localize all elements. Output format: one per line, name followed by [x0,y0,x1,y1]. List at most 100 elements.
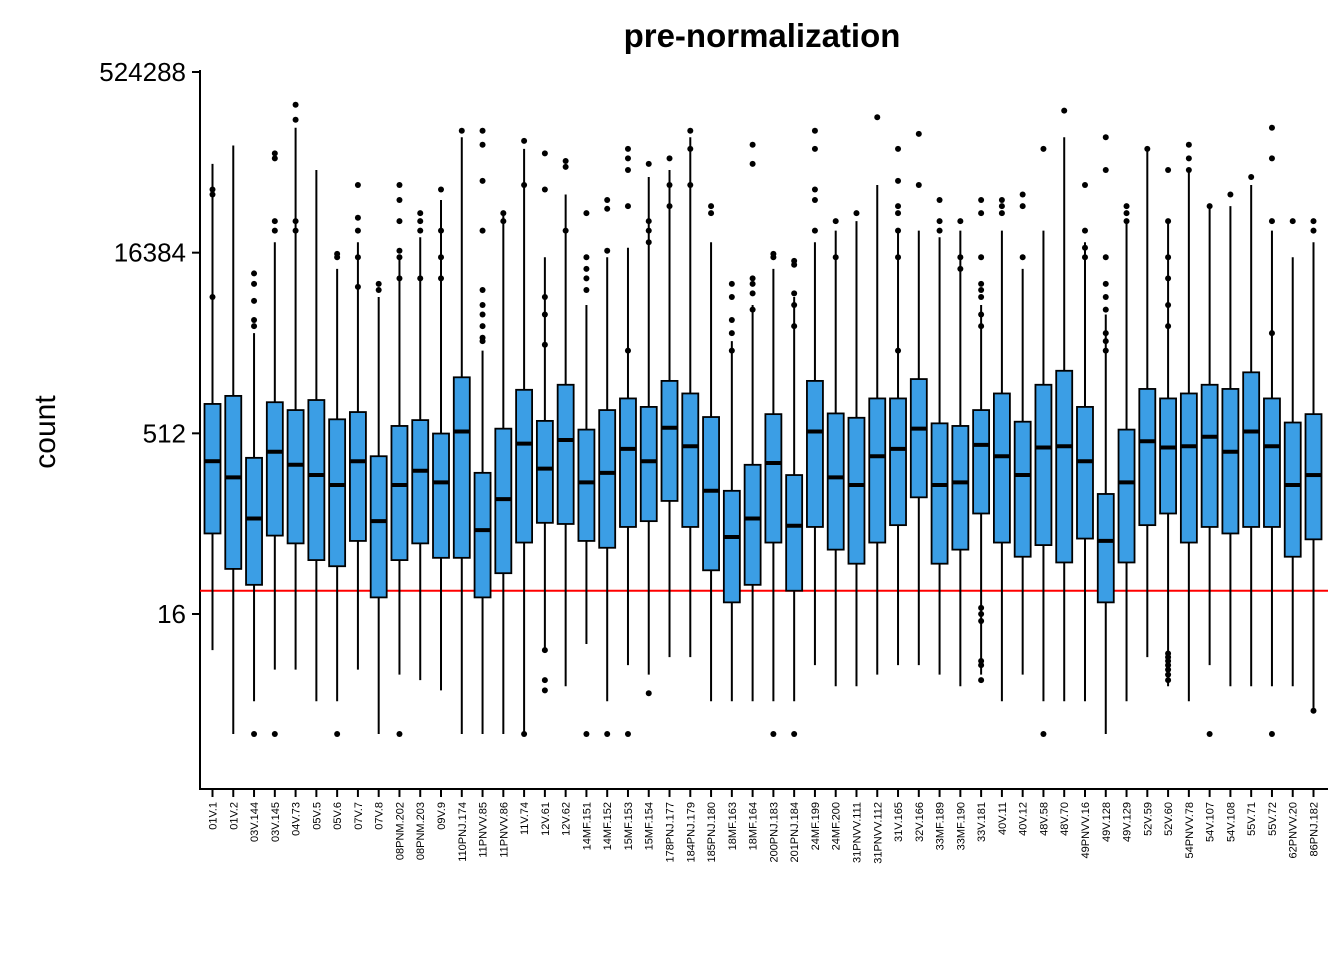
outlier-point [957,218,964,225]
outlier-point [1102,330,1109,337]
outlier-point [811,186,818,193]
outlier-point [1185,155,1192,162]
x-tick-label: 31V.165 [893,802,905,842]
x-tick-label: 31PNVV.111 [851,802,863,863]
x-axis: 01V.1 01V.2 03V.144 03V.145 04V.73 05V.5 05V.6… [199,788,1328,864]
outlier-point [396,254,403,261]
box-group [265,150,284,738]
x-tick-label: 201PNJ.184 [789,802,801,863]
outlier-point [811,196,818,203]
outlier-point [1310,707,1317,714]
outlier-point [604,731,611,738]
box-group [639,160,658,697]
x-tick-label: 05V.6 [332,802,344,830]
outlier-point [978,293,985,300]
outlier-point [1165,666,1172,673]
y-tick-label: 16 [157,599,186,629]
box-group [1055,107,1074,702]
boxes-layer [203,101,1323,738]
box-group [411,210,430,681]
outlier-point [1268,155,1275,162]
outlier-point [749,280,756,287]
outlier-point [749,306,756,313]
outlier-point [271,218,278,225]
x-tick-label: 24MF.199 [810,802,822,850]
box-rect [1200,383,1219,528]
outlier-point [521,731,528,738]
box-rect [265,401,284,537]
box-rect [369,455,388,599]
outlier-point [500,218,507,225]
x-tick-label: 14MF.152 [602,802,614,850]
outlier-point [209,293,216,300]
outlier-point [541,186,548,193]
outlier-point [251,731,258,738]
outlier-point [521,137,528,144]
outlier-point [583,265,590,272]
outlier-point [728,317,735,324]
box-group [972,196,991,684]
outlier-point [1102,306,1109,313]
box-rect [556,383,575,525]
outlier-point [1144,145,1151,152]
x-tick-label: 185PNJ.180 [706,802,718,863]
outlier-point [874,114,881,121]
outlier-point [438,227,445,234]
outlier-point [479,127,486,134]
box-rect [349,411,367,542]
outlier-point [1206,731,1213,738]
outlier-point [1102,293,1109,300]
outlier-point [251,297,258,304]
outlier-point [936,218,943,225]
box-rect [619,397,637,528]
outlier-point [998,210,1005,217]
outlier-point [1310,218,1317,225]
x-tick-label: 49V.129 [1122,802,1134,842]
outlier-point [895,177,902,184]
x-tick-label: 86PNJ.182 [1309,802,1321,856]
outlier-point [957,265,964,272]
outlier-point [645,218,652,225]
outlier-point [978,617,985,624]
x-tick-label: 03V.145 [270,802,282,842]
outlier-point [791,257,798,264]
outlier-point [1040,731,1047,738]
y-axis: 16 512 16384 524288 [99,57,201,789]
box-rect [889,397,907,527]
box-group [224,145,243,735]
outlier-point [479,177,486,184]
outlier-point [770,250,777,257]
outlier-point [292,227,299,234]
box-rect [1117,428,1136,564]
box-group [1200,203,1219,738]
outlier-point [479,141,486,148]
outlier-point [978,657,985,664]
outlier-point [811,127,818,134]
box-rect [1096,493,1115,604]
box-group [1283,218,1302,687]
outlier-point [354,214,361,221]
box-rect [286,409,305,545]
outlier-point [1061,107,1068,114]
box-group [432,186,450,691]
outlier-point [1310,227,1317,234]
outlier-point [978,611,985,617]
outlier-point [479,311,486,318]
x-tick-label: 18MF.163 [727,802,739,850]
box-rect [972,409,991,515]
outlier-point [978,280,985,287]
outlier-point [541,150,548,157]
box-group [951,218,970,687]
y-tick-label: 16384 [114,238,186,268]
box-rect [307,399,326,561]
outlier-point [271,227,278,234]
x-tick-label: 01V.2 [228,802,240,830]
outlier-point [500,210,507,217]
box-rect [1283,421,1302,558]
box-group [1263,124,1281,738]
box-rect [432,432,450,559]
x-tick-label: 11V.74 [519,802,531,835]
x-tick-label: 62PNVV.20 [1288,802,1300,858]
outlier-point [749,160,756,167]
box-group [722,280,741,702]
